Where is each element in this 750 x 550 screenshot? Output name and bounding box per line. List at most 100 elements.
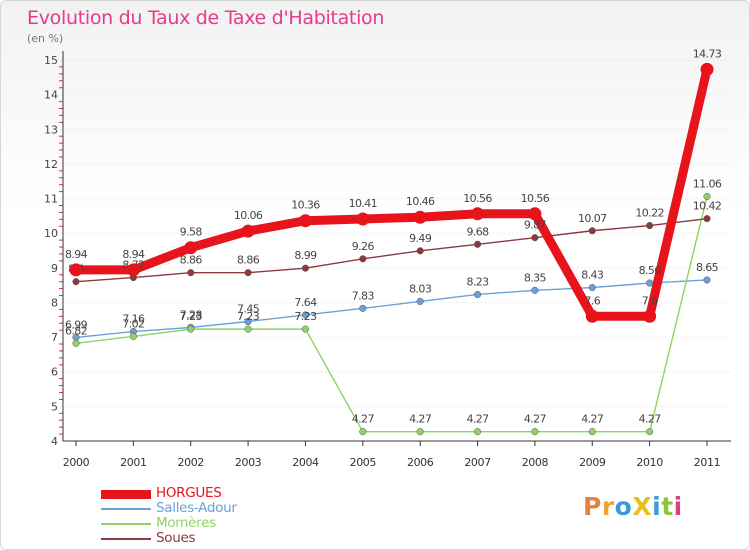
x-tick-label: 2010: [636, 456, 663, 469]
y-tick-label: 5: [51, 400, 58, 413]
data-point-momeres: [531, 428, 539, 436]
data-label-horgues: 10.46: [406, 195, 435, 208]
data-point-horgues: [528, 207, 542, 221]
data-label-soues: 9.26: [352, 240, 375, 253]
data-label-momeres: 4.27: [524, 413, 547, 426]
series-line-momeres: [75, 195, 708, 433]
data-label-horgues: 8.94: [65, 248, 88, 261]
data-point-momeres: [244, 325, 252, 333]
data-point-horgues: [126, 263, 140, 277]
series-line-soues: [75, 217, 708, 283]
logo-letter: P: [583, 492, 602, 521]
data-label-horgues: 9.58: [180, 226, 203, 239]
y-tick-label: 14: [44, 89, 58, 102]
legend-label: Soues: [156, 530, 196, 546]
data-point-salles-adour: [646, 279, 654, 287]
proxiti-logo: ProXiti: [583, 492, 683, 521]
data-label-momeres: 7.23: [237, 310, 260, 323]
chart-subtitle: (en %): [27, 32, 64, 45]
data-point-soues: [473, 240, 482, 248]
logo-letter: o: [614, 492, 633, 521]
data-label-momeres: 7.23: [180, 310, 203, 323]
data-point-horgues: [298, 214, 312, 228]
x-tick-label: 2007: [464, 456, 491, 469]
data-label-salles-adour: 8.56: [639, 264, 662, 277]
y-tick-label: 8: [51, 296, 58, 309]
data-label-salles-adour: 7.28: [180, 308, 203, 321]
x-tick-label: 2005: [350, 456, 377, 469]
y-tick-label: 15: [44, 54, 58, 67]
series-line-horgues: [71, 64, 712, 321]
data-point-salles-adour: [244, 317, 252, 326]
legend-swatch: [101, 489, 151, 499]
data-point-momeres: [473, 428, 482, 436]
logo-letter: X: [632, 492, 653, 521]
data-label-momeres: 7.23: [294, 310, 317, 323]
data-label-horgues: 10.56: [521, 192, 550, 205]
data-point-horgues: [69, 263, 83, 277]
y-tick-label: 11: [44, 193, 58, 206]
data-label-horgues: 7.6: [584, 294, 600, 307]
data-label-soues: 9.87: [524, 219, 547, 232]
data-label-soues: 10.07: [578, 212, 607, 225]
data-point-momeres: [129, 332, 137, 340]
data-label-salles-adour: 6.99: [65, 318, 88, 331]
y-tick-label: 4: [51, 435, 58, 448]
data-point-salles-adour: [416, 297, 424, 305]
data-label-momeres: 11.06: [693, 177, 722, 190]
x-tick-label: 2003: [235, 456, 262, 469]
data-label-horgues: 10.36: [291, 199, 320, 212]
data-point-horgues: [700, 62, 714, 76]
y-tick-label: 7: [51, 331, 58, 344]
data-point-soues: [416, 247, 424, 255]
x-tick-label: 2008: [522, 456, 549, 469]
data-point-salles-adour: [473, 290, 482, 299]
data-label-salles-adour: 8.43: [581, 269, 604, 282]
data-label-horgues: 8.94: [122, 248, 145, 261]
data-label-salles-adour: 7.16: [122, 313, 145, 326]
data-label-salles-adour: 8.23: [466, 275, 489, 288]
data-point-soues: [703, 215, 711, 223]
logo-letter: r: [601, 492, 615, 521]
data-point-horgues: [643, 309, 657, 323]
data-point-soues: [531, 234, 539, 242]
legend-label: Salles-Adour: [156, 500, 237, 516]
data-point-horgues: [585, 309, 599, 323]
data-label-momeres: 4.27: [466, 413, 489, 426]
data-point-salles-adour: [301, 311, 310, 319]
data-label-horgues: 7.6: [642, 294, 658, 307]
data-point-salles-adour: [359, 304, 367, 312]
y-tick-label: 6: [51, 366, 58, 379]
data-point-soues: [301, 264, 310, 272]
x-tick-label: 2001: [120, 456, 146, 469]
data-label-soues: 8.86: [180, 254, 203, 267]
chart-title: Evolution du Taux de Taxe d'Habitation: [27, 7, 385, 29]
data-point-horgues: [241, 224, 255, 238]
data-point-soues: [244, 269, 252, 277]
x-tick-label: 2002: [178, 456, 204, 469]
x-tick-label: 2000: [63, 456, 90, 469]
data-point-salles-adour: [703, 276, 711, 284]
data-label-momeres: 4.27: [639, 413, 662, 426]
data-point-soues: [187, 269, 195, 277]
data-point-momeres: [301, 325, 310, 333]
data-point-horgues: [184, 241, 198, 255]
data-label-salles-adour: 8.35: [524, 271, 547, 284]
legend-swatch: [101, 538, 151, 540]
y-tick-label: 9: [51, 262, 58, 275]
data-point-momeres: [588, 428, 596, 436]
x-tick-label: 2006: [407, 456, 434, 469]
legend-label: Momères: [156, 515, 216, 531]
data-point-horgues: [471, 207, 485, 221]
data-label-soues: 9.49: [409, 232, 432, 245]
data-label-momeres: 4.27: [409, 413, 432, 426]
data-point-momeres: [703, 192, 711, 201]
legend-swatch: [101, 508, 151, 510]
data-label-soues: 9.68: [466, 225, 489, 238]
data-label-horgues: 10.06: [234, 209, 263, 222]
data-label-horgues: 10.56: [463, 192, 492, 205]
data-label-salles-adour: 8.65: [696, 261, 719, 274]
data-label-soues: 10.42: [693, 200, 722, 213]
